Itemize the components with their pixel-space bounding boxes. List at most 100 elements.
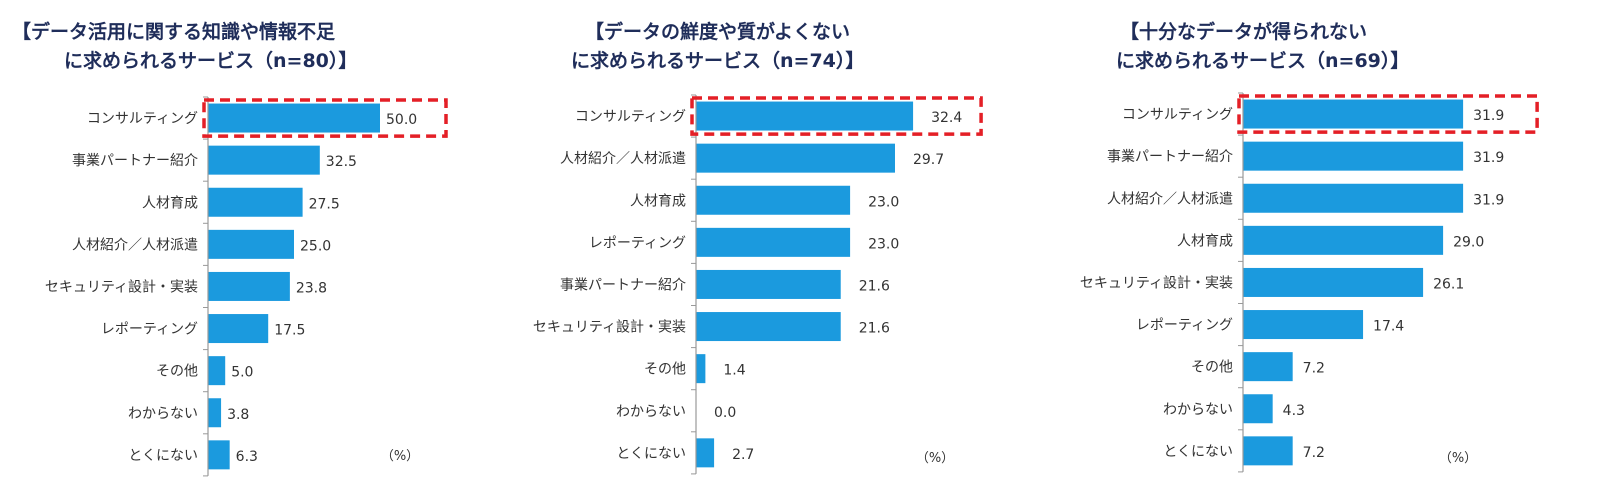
category-label: コンサルティング	[1122, 107, 1233, 123]
highlight-box	[202, 98, 448, 138]
category-label: とくにない	[128, 448, 198, 464]
value-label: 23.8	[296, 280, 327, 296]
category-label: わからない	[1163, 402, 1233, 418]
chart-panel-insufficient-data: 【十分なデータが得られない に求められるサービス（n=69）】 コンサルティング…	[1040, 0, 1600, 496]
value-label: 31.9	[1473, 150, 1504, 166]
value-label: 4.3	[1283, 403, 1305, 419]
value-label: 26.1	[1433, 276, 1464, 292]
category-label: 人材育成	[1177, 233, 1233, 249]
chart-title-line1: 【十分なデータが得られない	[1120, 21, 1368, 43]
bar	[1243, 394, 1273, 424]
bar	[208, 440, 230, 470]
chart-title-line1: 【データの鮮度や質がよくない	[585, 21, 851, 43]
value-label: 50.0	[386, 112, 417, 128]
chart-title: 【十分なデータが得られない に求められるサービス（n=69）】	[1116, 18, 1409, 76]
value-label: 7.2	[1303, 445, 1325, 461]
category-label: レポーティング	[101, 322, 198, 338]
value-label: 31.9	[1473, 192, 1504, 208]
highlight-box	[1237, 94, 1539, 134]
value-label: 21.6	[859, 278, 890, 294]
bar	[208, 229, 294, 259]
category-label: コンサルティング	[575, 109, 686, 125]
bar	[208, 398, 222, 428]
category-label: レポーティング	[589, 235, 686, 251]
bar	[208, 314, 269, 344]
value-label: 17.5	[274, 323, 305, 339]
value-label: 32.5	[326, 154, 357, 170]
category-label: 事業パートナー紹介	[1107, 149, 1233, 165]
category-label: セキュリティ設計・実装	[1080, 275, 1233, 291]
bar	[208, 356, 226, 386]
chart-title-line2: に求められるサービス（n=74）】	[571, 50, 865, 72]
bar	[1243, 141, 1464, 171]
bar	[1243, 436, 1293, 466]
value-label: 21.6	[859, 321, 890, 337]
value-label: 23.0	[868, 236, 899, 252]
bar	[1243, 183, 1464, 213]
bar	[696, 354, 706, 384]
category-label: その他	[1191, 360, 1233, 376]
category-label: 事業パートナー紹介	[560, 277, 686, 293]
chart-title-line1: 【データ活用に関する知識や情報不足	[12, 21, 336, 43]
category-label: コンサルティング	[87, 111, 198, 127]
bar-chart: コンサルティング 50.0 事業パートナー紹介 32.5 人材育成 27.5 人材紹介／人材…	[45, 96, 448, 477]
bar	[1243, 99, 1464, 129]
category-label: 人材紹介／人材派遣	[560, 151, 686, 167]
bar-chart: コンサルティング 31.9 事業パートナー紹介 31.9 人材紹介／人材派遣 31.9 人材…	[1080, 92, 1539, 473]
value-label: 5.0	[231, 365, 253, 381]
bar	[696, 143, 895, 173]
value-label: 6.3	[236, 449, 258, 465]
chart-title: 【データの鮮度や質がよくない に求められるサービス（n=74）】	[571, 18, 864, 76]
chart-panel-data-quality: 【データの鮮度や質がよくない に求められるサービス（n=74）】 コンサルティン…	[495, 0, 1035, 496]
chart-title: 【データ活用に関する知識や情報不足 に求められるサービス（n=80）】	[12, 18, 357, 76]
unit-label: （%）	[381, 449, 419, 464]
category-label: とくにない	[1163, 444, 1233, 460]
value-label: 31.9	[1473, 108, 1504, 124]
value-label: 23.0	[868, 194, 899, 210]
value-label: 29.7	[913, 152, 944, 168]
bar	[696, 101, 914, 131]
category-label: 事業パートナー紹介	[72, 153, 198, 169]
value-label: 25.0	[300, 238, 331, 254]
bar	[208, 145, 320, 175]
bar	[696, 227, 851, 257]
unit-label: （%）	[1439, 451, 1477, 466]
value-label: 7.2	[1303, 361, 1325, 377]
bar-chart: コンサルティング 32.4 人材紹介／人材派遣 29.7 人材育成 23.0 レポーティング…	[533, 94, 983, 475]
category-label: その他	[156, 364, 198, 380]
chart-panel-knowledge-shortage: 【データ活用に関する知識や情報不足 に求められるサービス（n=80）】 コンサル…	[0, 0, 520, 496]
category-label: わからない	[616, 404, 686, 420]
category-label: 人材紹介／人材派遣	[72, 237, 198, 253]
chart-title-line2: に求められるサービス（n=80）】	[64, 50, 358, 72]
value-label: 32.4	[931, 110, 962, 126]
value-label: 1.4	[723, 363, 745, 379]
bar	[208, 103, 380, 133]
value-label: 2.7	[732, 447, 754, 463]
value-label: 3.8	[227, 407, 249, 423]
bar	[208, 187, 303, 217]
category-label: その他	[644, 362, 686, 378]
bar	[1243, 352, 1293, 382]
value-label: 27.5	[309, 196, 340, 212]
category-label: 人材育成	[142, 195, 198, 211]
bar	[208, 271, 290, 301]
category-label: わからない	[128, 406, 198, 422]
category-label: セキュリティ設計・実装	[45, 279, 198, 295]
bar	[1243, 267, 1424, 297]
value-label: 29.0	[1453, 234, 1484, 250]
highlight-box	[690, 96, 983, 136]
category-label: セキュリティ設計・実装	[533, 320, 686, 336]
bar	[1243, 225, 1444, 255]
category-label: 人材紹介／人材派遣	[1107, 191, 1233, 207]
bar	[696, 185, 851, 215]
value-label: 17.4	[1373, 319, 1404, 335]
value-label: 0.0	[714, 405, 736, 421]
unit-label: （%）	[916, 451, 954, 466]
bar	[1243, 310, 1364, 340]
category-label: とくにない	[616, 446, 686, 462]
bar	[696, 312, 841, 342]
chart-title-line2: に求められるサービス（n=69）】	[1116, 50, 1410, 72]
bar	[696, 438, 715, 468]
category-label: 人材育成	[630, 193, 686, 209]
category-label: レポーティング	[1136, 318, 1233, 334]
